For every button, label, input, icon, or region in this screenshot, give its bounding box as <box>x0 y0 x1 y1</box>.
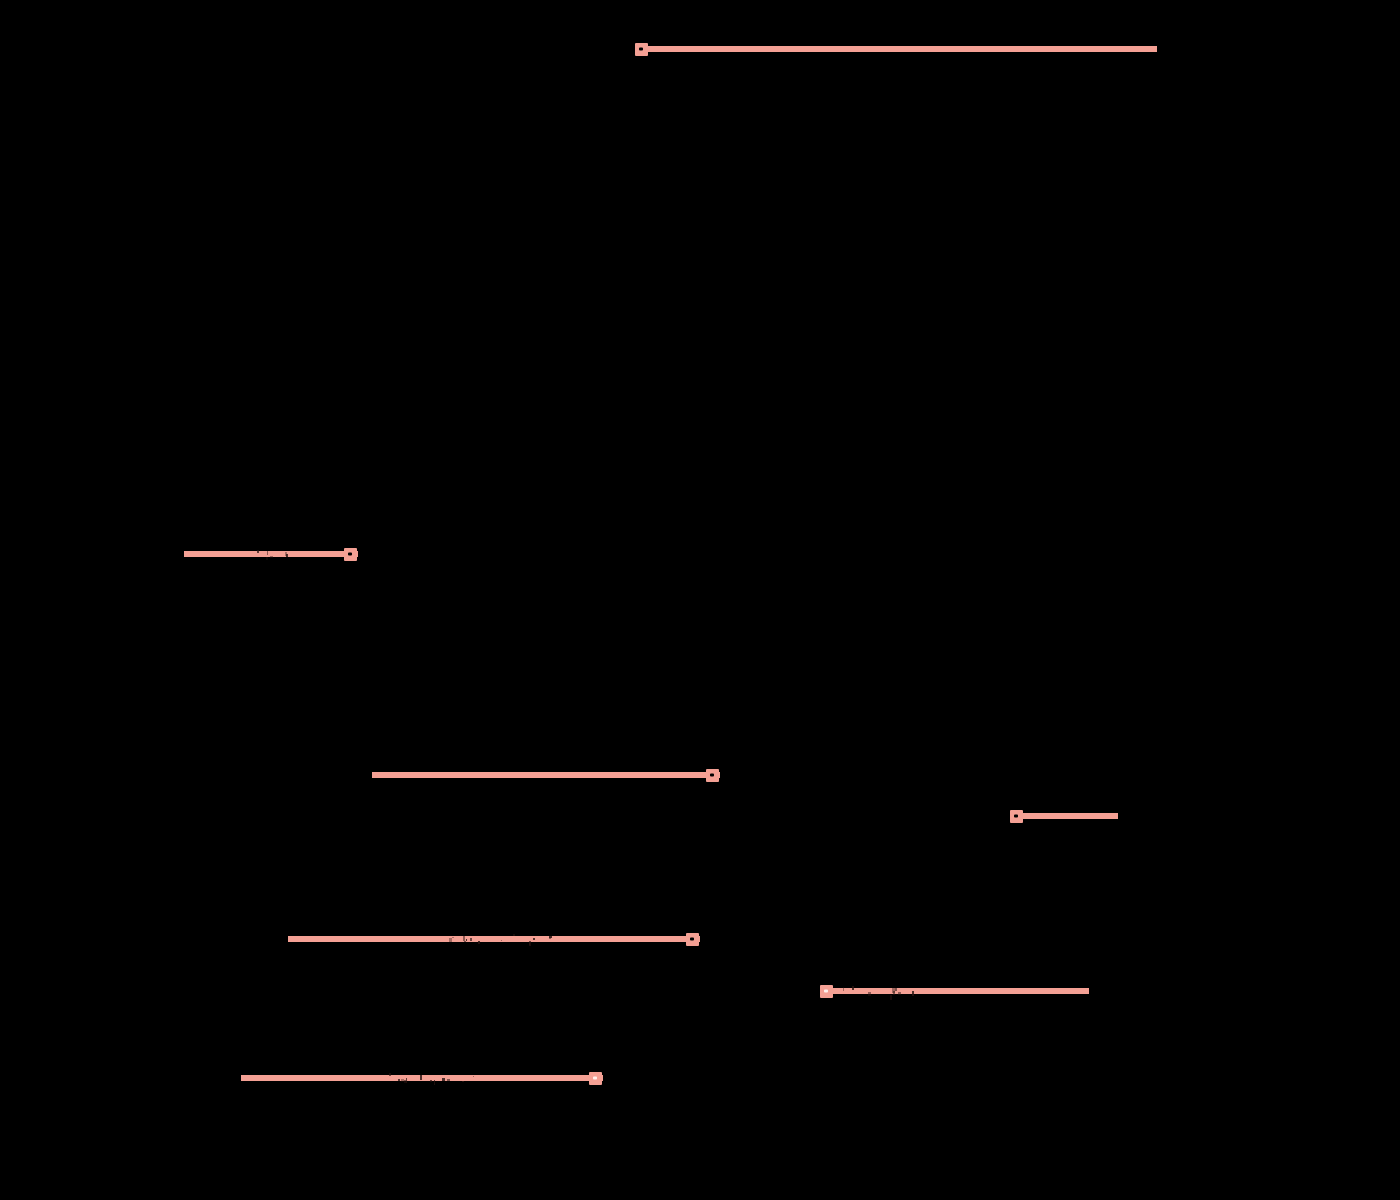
overlay-tick <box>462 1081 464 1082</box>
marker-center <box>824 989 828 993</box>
bar-endpoint-marker <box>634 42 648 56</box>
bar-segment <box>241 1075 603 1081</box>
bar-segment <box>184 551 358 557</box>
marker-center <box>1014 814 1018 818</box>
bar-segment <box>822 988 1089 994</box>
bar-segment <box>637 46 1157 52</box>
bar-endpoint-marker <box>819 984 833 998</box>
bar-segment <box>1012 813 1118 819</box>
bar-endpoint-marker <box>705 768 719 782</box>
overlay-tick <box>529 943 530 945</box>
marker-center <box>593 1076 597 1080</box>
marker-center <box>690 937 694 941</box>
bar-endpoint-marker <box>343 547 357 561</box>
bar-endpoint-marker <box>1009 809 1023 823</box>
bar-endpoint-marker <box>588 1071 602 1085</box>
overlay-tick <box>890 995 892 1000</box>
marker-center <box>348 552 352 556</box>
marker-center <box>639 47 643 51</box>
bar-segment <box>372 772 720 778</box>
overlay-tick <box>266 557 268 560</box>
bar-segment <box>288 936 700 942</box>
marker-center <box>710 773 714 777</box>
bar-endpoint-marker <box>685 932 699 946</box>
